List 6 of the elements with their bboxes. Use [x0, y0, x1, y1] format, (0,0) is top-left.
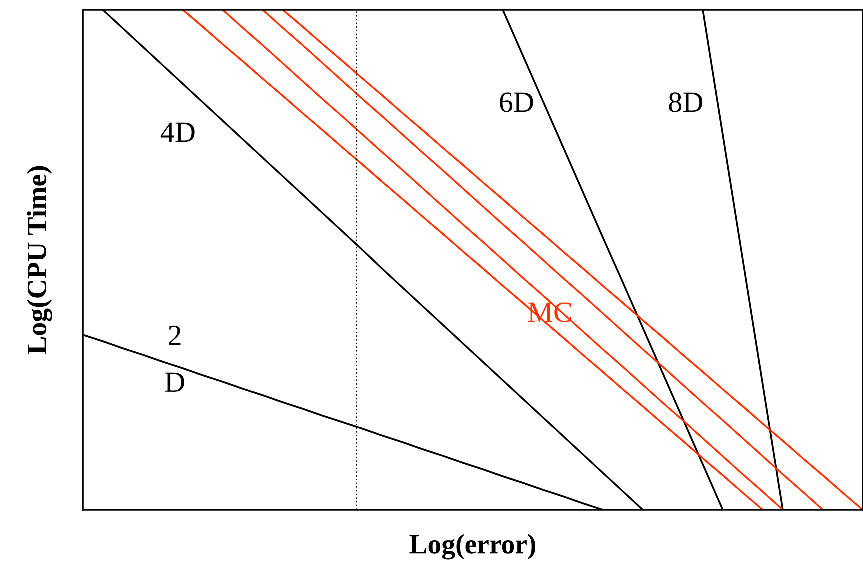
annotation: 4D [160, 122, 195, 142]
annotation: 2 D [165, 326, 184, 392]
annotation: 6D [500, 92, 534, 112]
x-axis-title: Log(error) [410, 534, 536, 560]
y-axis-title: Log(CPU Time) [27, 166, 52, 354]
annotation: 8D [669, 92, 703, 112]
